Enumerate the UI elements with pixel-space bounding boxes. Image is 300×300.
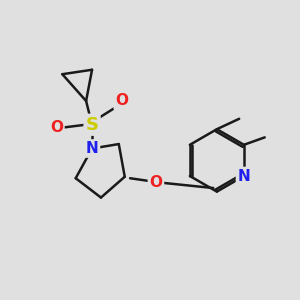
Text: O: O xyxy=(50,120,63,135)
Text: N: N xyxy=(238,169,250,184)
Text: O: O xyxy=(149,175,162,190)
Text: O: O xyxy=(115,94,128,109)
Text: N: N xyxy=(86,141,98,156)
Text: S: S xyxy=(85,116,98,134)
